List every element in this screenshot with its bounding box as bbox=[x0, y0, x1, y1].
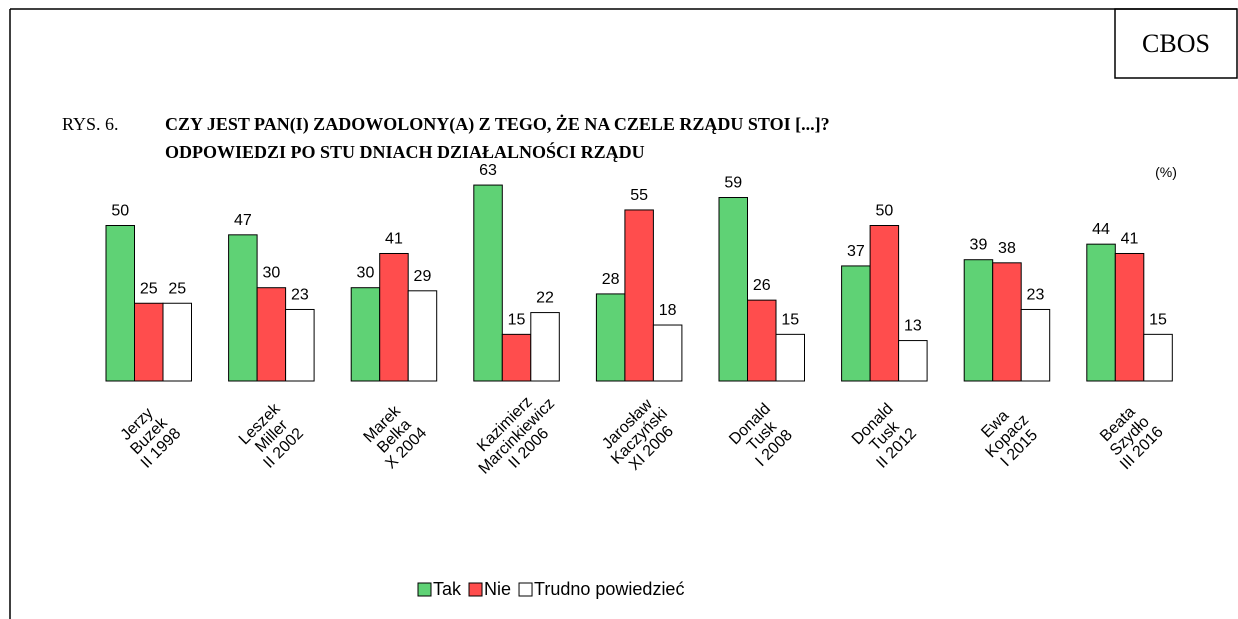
value-label: 63 bbox=[479, 162, 497, 179]
value-label: 41 bbox=[1121, 230, 1139, 247]
bar bbox=[775, 333, 805, 382]
bar bbox=[595, 293, 626, 382]
bar bbox=[530, 312, 560, 382]
source-box bbox=[1114, 8, 1238, 79]
source: CBOS bbox=[1142, 29, 1210, 58]
legend-label: Tak bbox=[433, 579, 462, 599]
bar bbox=[1086, 243, 1116, 382]
bar bbox=[162, 302, 192, 382]
value-label: 23 bbox=[1027, 286, 1045, 303]
value-label: 23 bbox=[291, 286, 309, 303]
value-label: 13 bbox=[904, 318, 922, 335]
value-label: 41 bbox=[385, 230, 403, 247]
legend-label: Trudno powiedzieć bbox=[534, 579, 684, 599]
bar bbox=[898, 340, 928, 382]
value-label: 30 bbox=[357, 265, 375, 282]
bar bbox=[379, 252, 409, 382]
chart-title: CZY JEST PAN(I) ZADOWOLONY(A) Z TEGO, ŻE… bbox=[165, 114, 830, 135]
bar bbox=[1143, 333, 1173, 382]
bar bbox=[256, 287, 287, 382]
value-label: 18 bbox=[659, 302, 677, 319]
bar bbox=[963, 259, 994, 382]
bar bbox=[841, 265, 871, 382]
value-label: 44 bbox=[1092, 221, 1110, 238]
bar bbox=[869, 225, 900, 382]
legend-label: Nie bbox=[484, 579, 511, 599]
bar bbox=[501, 333, 532, 382]
value-label: 25 bbox=[168, 280, 186, 297]
value-label: 30 bbox=[262, 265, 280, 282]
value-label: 59 bbox=[724, 175, 742, 192]
value-label: 50 bbox=[111, 203, 129, 220]
value-label: 39 bbox=[970, 237, 988, 254]
value-label: 15 bbox=[1149, 311, 1167, 328]
value-label: 47 bbox=[234, 212, 252, 229]
bar bbox=[718, 197, 748, 382]
value-label: 38 bbox=[998, 240, 1016, 257]
chart-title: ODPOWIEDZI PO STU DNIACH DZIAŁALNOŚCI RZ… bbox=[165, 141, 645, 162]
value-label: 55 bbox=[630, 187, 648, 204]
bar bbox=[624, 209, 654, 382]
bar bbox=[105, 225, 135, 382]
value-label: 25 bbox=[140, 280, 158, 297]
unit-label: (%) bbox=[1155, 164, 1177, 180]
bar bbox=[1020, 308, 1051, 382]
value-label: 28 bbox=[602, 271, 620, 288]
value-label: 50 bbox=[875, 203, 893, 220]
value-label: 15 bbox=[508, 311, 526, 328]
value-label: 15 bbox=[781, 311, 799, 328]
bar bbox=[652, 324, 683, 382]
value-label: 37 bbox=[847, 243, 865, 260]
bar bbox=[350, 287, 381, 382]
legend-swatch bbox=[468, 582, 483, 597]
bar bbox=[1114, 252, 1145, 382]
bar bbox=[747, 299, 777, 382]
value-label: 29 bbox=[414, 268, 432, 285]
bar bbox=[134, 302, 164, 382]
legend-swatch bbox=[518, 582, 533, 597]
bar bbox=[407, 290, 438, 382]
bar bbox=[228, 234, 258, 382]
bar bbox=[992, 262, 1022, 382]
legend-swatch bbox=[417, 582, 432, 597]
value-label: 26 bbox=[753, 277, 771, 294]
value-label: 22 bbox=[536, 290, 554, 307]
figure-label: RYS. 6. bbox=[62, 114, 119, 134]
bar bbox=[285, 308, 315, 382]
bar bbox=[473, 184, 503, 382]
